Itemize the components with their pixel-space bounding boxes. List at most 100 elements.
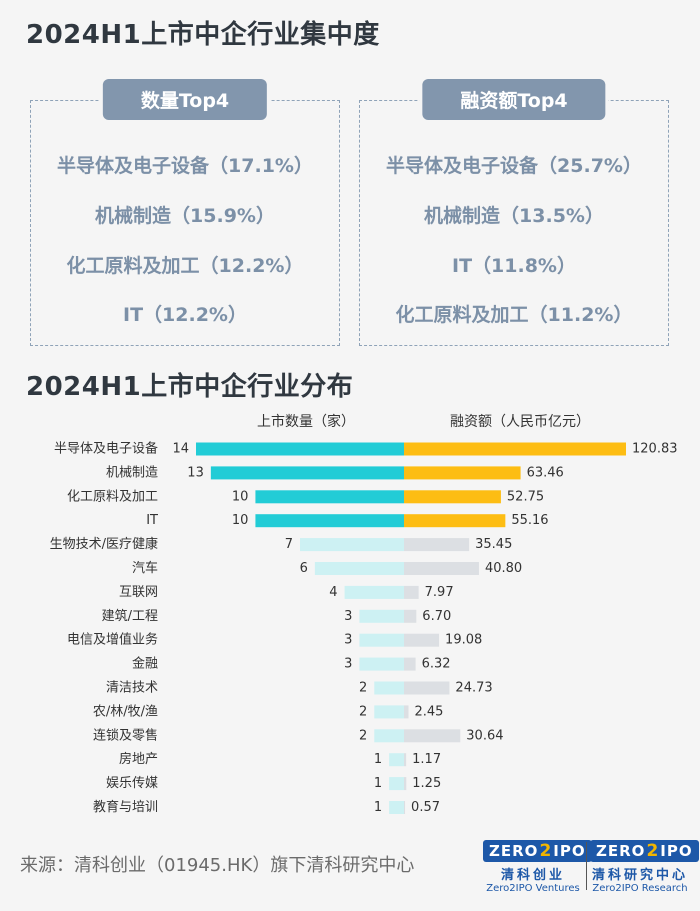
amount-top4-item: IT（11.8%） — [452, 255, 576, 277]
legend-count: 上市数量（家） — [257, 413, 355, 430]
amount-value-label: 120.83 — [632, 442, 678, 457]
zero2ipo-ventures-logo: ZERO 2 IPO 清科创业 Zero2IPO Ventures — [483, 840, 592, 894]
category-label: 清洁技术 — [106, 681, 158, 696]
count-value-label: 7 — [285, 537, 293, 552]
amount-bar — [404, 753, 407, 767]
count-bar — [374, 729, 404, 743]
count-bar — [344, 585, 404, 599]
count-value-label: 2 — [359, 704, 367, 719]
amount-value-label: 1.25 — [412, 776, 441, 791]
category-label: 汽车 — [132, 560, 158, 576]
count-value-label: 4 — [329, 585, 337, 600]
amount-bar — [404, 801, 406, 814]
amount-value-label: 35.45 — [475, 537, 512, 552]
page-title: 2024H1上市中企行业集中度 — [26, 20, 380, 50]
count-value-label: 10 — [232, 513, 249, 528]
amount-top4-label: 融资额Top4 — [422, 79, 606, 120]
amount-bar — [404, 514, 506, 528]
amount-value-label: 40.80 — [485, 561, 522, 576]
amount-bar — [404, 490, 501, 504]
logo-divider — [586, 842, 587, 890]
category-label: 教育与培训 — [93, 799, 158, 815]
category-label: 娱乐传媒 — [106, 776, 158, 791]
category-label: 生物技术/医疗健康 — [50, 536, 158, 552]
count-top4-item: 半导体及电子设备（17.1%） — [57, 155, 313, 177]
category-label: 金融 — [132, 656, 158, 672]
count-bar — [300, 538, 404, 552]
count-value-label: 3 — [344, 633, 352, 648]
amount-value-label: 52.75 — [507, 489, 544, 504]
amount-bar — [404, 729, 461, 743]
category-label: 农/林/牧/渔 — [93, 704, 158, 719]
amount-bar — [404, 633, 440, 647]
amount-value-label: 55.16 — [511, 513, 548, 528]
count-value-label: 3 — [344, 657, 352, 672]
amount-value-label: 1.17 — [412, 752, 441, 767]
amount-top4-item: 化工原料及加工（11.2%） — [395, 304, 633, 326]
legend-amount: 融资额（人民币亿元） — [450, 414, 590, 430]
count-bar — [359, 633, 404, 647]
count-value-label: 13 — [187, 465, 204, 480]
count-bar — [374, 681, 404, 695]
category-label: 建筑/工程 — [102, 608, 158, 624]
amount-bar — [404, 657, 416, 671]
count-value-label: 1 — [374, 752, 382, 767]
category-label: IT — [146, 513, 158, 528]
amount-bar — [404, 562, 479, 575]
count-value-label: 3 — [344, 609, 352, 624]
amount-value-label: 0.57 — [411, 800, 440, 815]
count-bar — [389, 753, 404, 767]
count-value-label: 10 — [232, 489, 249, 504]
count-value-label: 1 — [374, 800, 382, 815]
count-bar — [389, 801, 404, 814]
count-top4-item: 化工原料及加工（12.2%） — [66, 255, 304, 277]
count-bar — [255, 490, 404, 504]
count-top4-item: IT（12.2%） — [123, 304, 247, 326]
count-bar — [314, 562, 404, 575]
count-bar — [374, 705, 404, 719]
category-label: 互联网 — [119, 585, 158, 600]
amount-bar — [404, 705, 409, 719]
amount-value-label: 6.70 — [422, 609, 451, 624]
count-value-label: 14 — [172, 442, 189, 457]
category-label: 化工原料及加工 — [67, 489, 158, 504]
amount-value-label: 7.97 — [425, 585, 454, 600]
amount-value-label: 24.73 — [455, 681, 492, 696]
count-top4-item: 机械制造（15.9%） — [95, 205, 275, 227]
count-value-label: 1 — [374, 776, 382, 791]
zero2ipo-research-logo: ZERO 2 IPO 清科研究中心 Zero2IPO Research — [590, 840, 699, 894]
amount-bar — [404, 538, 470, 552]
amount-bar — [404, 585, 419, 599]
chart-title: 2024H1上市中企行业分布 — [26, 372, 354, 402]
amount-bar — [404, 681, 450, 695]
source-note: 来源：清科创业（01945.HK）旗下清科研究中心 — [20, 855, 415, 876]
count-bar — [255, 514, 404, 528]
count-top4-panel: 数量Top4 半导体及电子设备（17.1%） 机械制造（15.9%） 化工原料及… — [30, 79, 340, 346]
amount-value-label: 6.32 — [422, 657, 451, 672]
category-label: 半导体及电子设备 — [54, 441, 158, 457]
amount-top4-panel: 融资额Top4 半导体及电子设备（25.7%） 机械制造（13.5%） IT（1… — [359, 79, 669, 346]
amount-value-label: 30.64 — [466, 728, 503, 743]
count-bar — [196, 442, 404, 456]
amount-top4-item: 机械制造（13.5%） — [424, 205, 604, 227]
amount-bar — [404, 466, 521, 480]
amount-bar — [404, 442, 626, 456]
amount-value-label: 2.45 — [415, 704, 444, 719]
category-label: 房地产 — [119, 751, 158, 767]
count-top4-label: 数量Top4 — [102, 79, 268, 120]
category-label: 电信及增值业务 — [67, 632, 158, 648]
amount-top4-item: 半导体及电子设备（25.7%） — [386, 155, 642, 177]
category-label: 连锁及零售 — [93, 727, 158, 743]
count-value-label: 2 — [359, 728, 367, 743]
amount-value-label: 19.08 — [445, 633, 482, 648]
amount-bar — [404, 609, 417, 623]
amount-bar — [404, 777, 407, 791]
count-value-label: 2 — [359, 681, 367, 696]
count-bar — [389, 777, 404, 791]
count-bar — [359, 609, 404, 623]
count-bar — [359, 657, 404, 671]
count-bar — [210, 466, 404, 480]
category-label: 机械制造 — [106, 465, 158, 480]
amount-value-label: 63.46 — [527, 465, 564, 480]
